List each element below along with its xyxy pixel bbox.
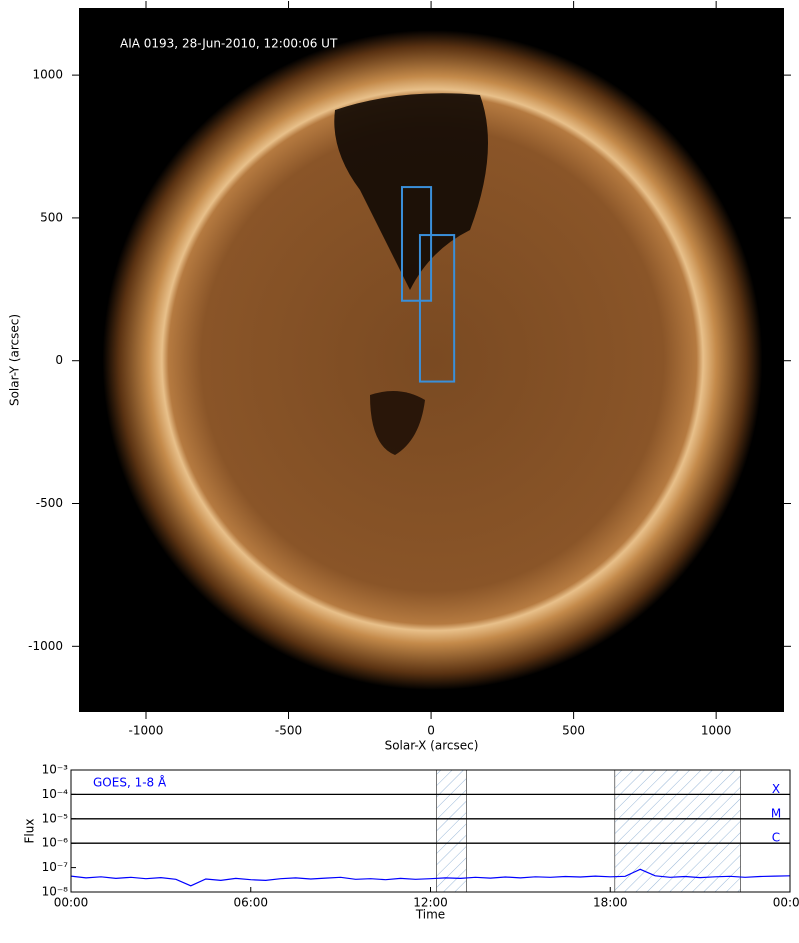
y-tick-label: 10⁻⁶ (42, 836, 69, 850)
y-axis-title: Solar-Y (arcsec) (8, 314, 22, 406)
flux-line (70, 868, 791, 887)
x-tick-label: 1000 (701, 724, 732, 738)
y-tick-label: 10⁻⁷ (42, 860, 69, 874)
y-tick-label: 10⁻⁵ (42, 811, 69, 825)
class-label: M (771, 806, 781, 820)
x-tick-label: 06:00 (233, 896, 268, 910)
y-tick-label: 10⁻⁴ (42, 787, 69, 801)
region-box (418, 234, 456, 383)
class-label: X (772, 782, 780, 796)
x-tick-label: -1000 (129, 724, 164, 738)
y-tick-label: 0 (55, 353, 63, 367)
shaded-interval (436, 769, 467, 893)
annotation: AIA 0193, 28-Jun-2010, 12:00:06 UT (120, 37, 338, 51)
x-tick-label: 00:00 (54, 896, 89, 910)
coronal-hole (370, 391, 425, 455)
region-box (400, 186, 433, 302)
x-tick-label: 18:00 (593, 896, 628, 910)
x-tick-label: -500 (275, 724, 302, 738)
x-axis-title: Solar-X (arcsec) (385, 739, 479, 753)
y-tick-label: 500 (40, 210, 63, 224)
y-axis-title: Flux (23, 819, 37, 844)
y-tick-label: -1000 (28, 639, 63, 653)
class-label: C (772, 831, 780, 845)
annotation: GOES, 1-8 Å (93, 775, 167, 790)
x-tick-label: 12:00 (413, 896, 448, 910)
shaded-interval (614, 769, 741, 893)
y-tick-label: 10⁻⁸ (42, 885, 69, 899)
x-tick-label: 00:00 (773, 896, 799, 910)
y-tick-label: -500 (36, 496, 63, 510)
y-tick-label: 10⁻³ (42, 763, 69, 777)
x-tick-label: 0 (427, 724, 435, 738)
y-tick-label: 1000 (32, 68, 63, 82)
coronal-hole (334, 93, 488, 290)
sun-corona (102, 30, 763, 690)
x-axis-title: Time (415, 908, 445, 922)
x-tick-label: 500 (562, 724, 585, 738)
